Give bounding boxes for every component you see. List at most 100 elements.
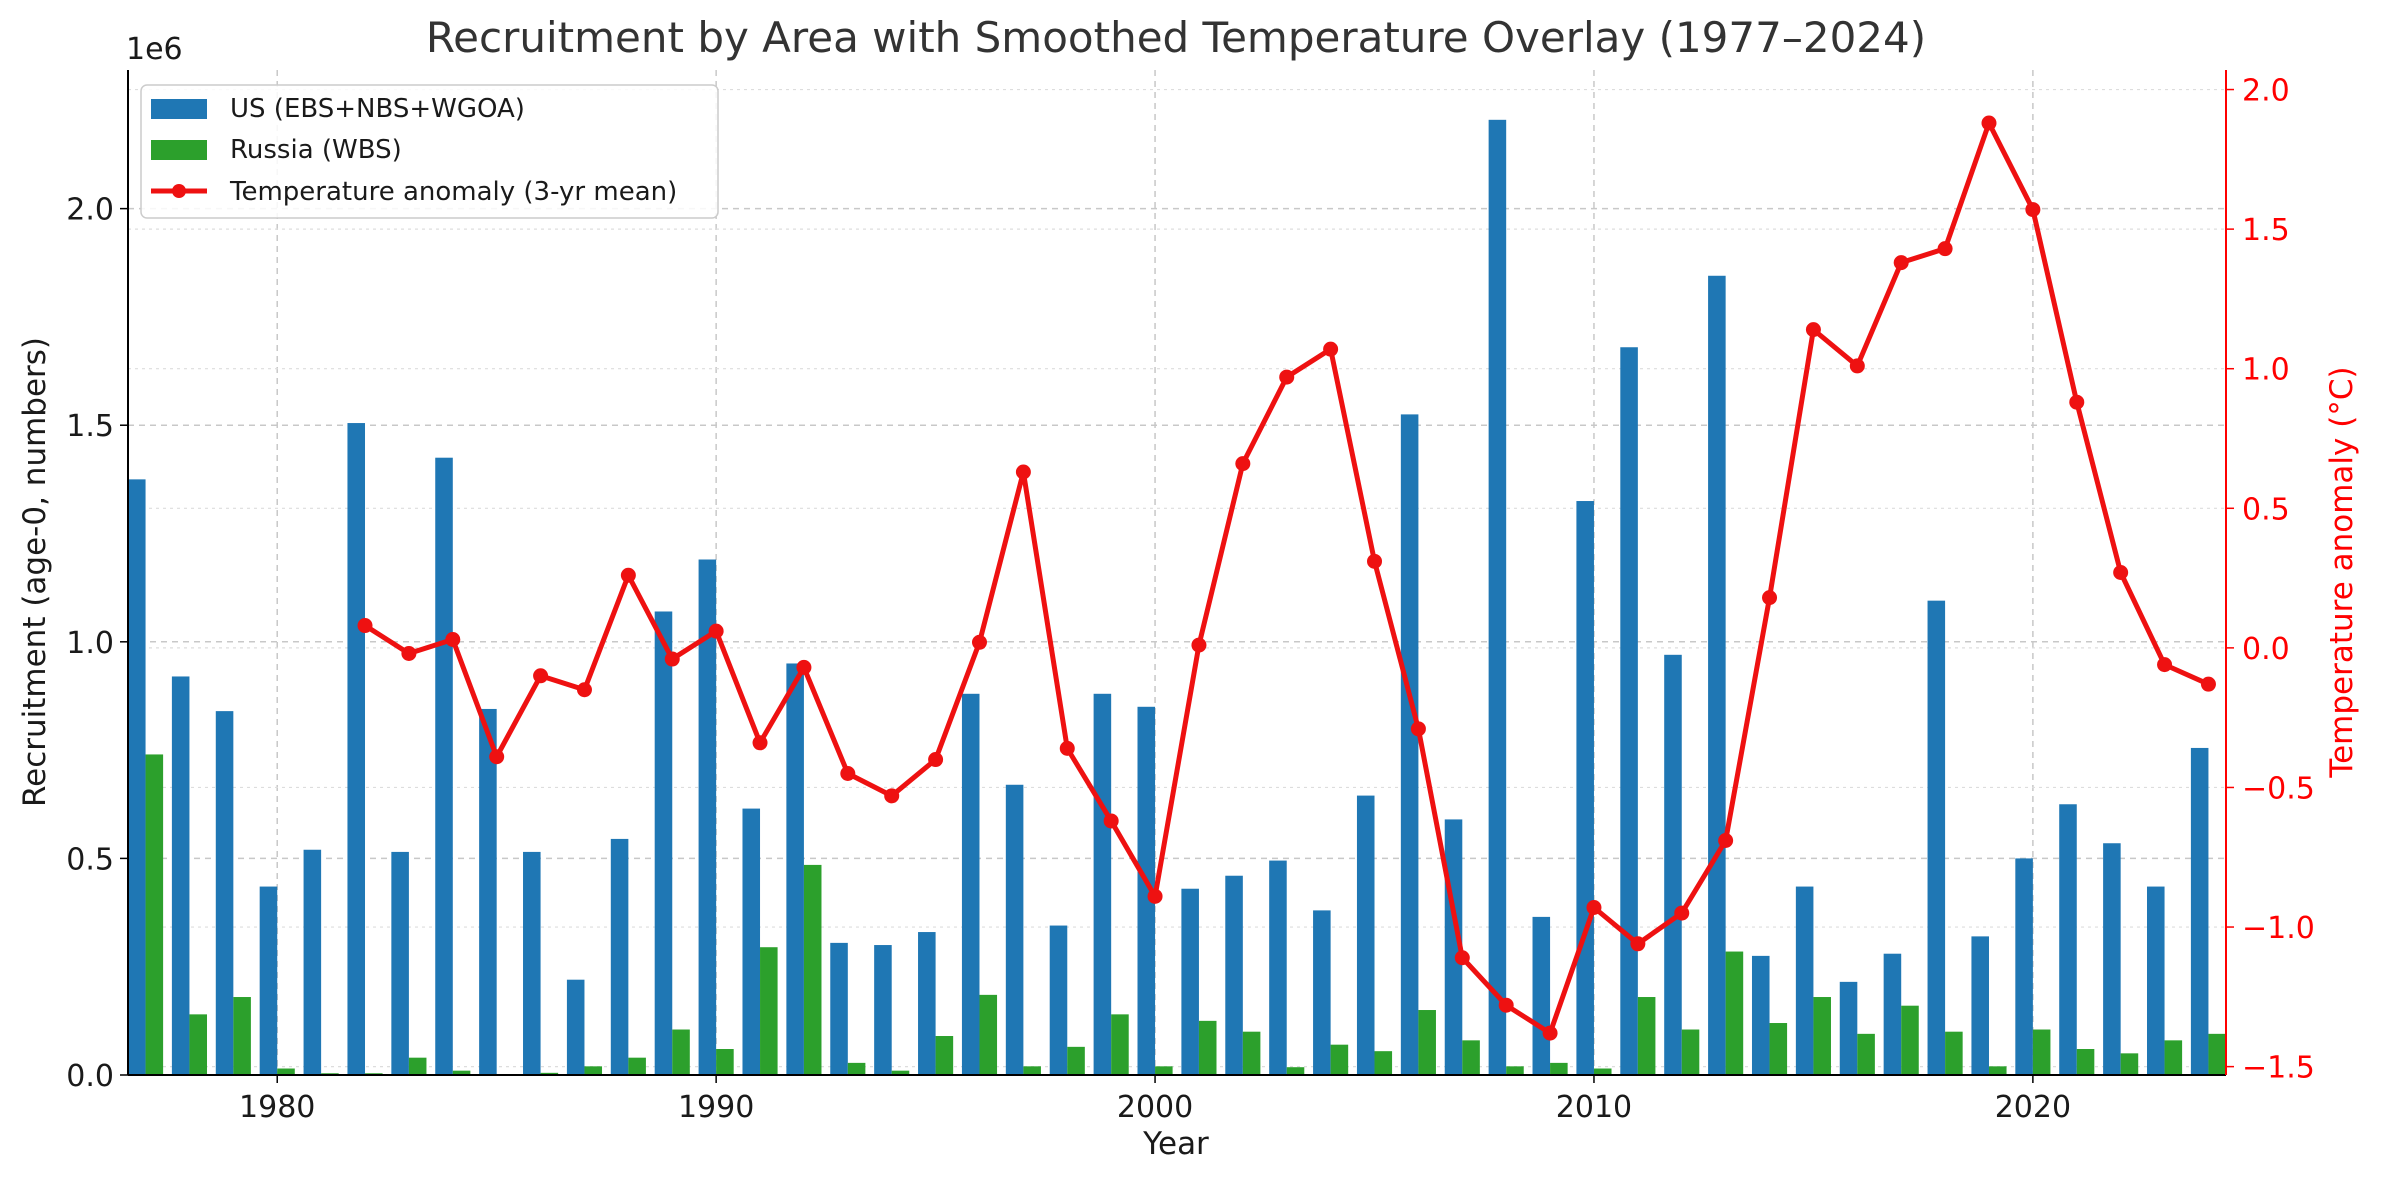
bar-us-1980 — [259, 886, 278, 1075]
temperature-point-1983 — [401, 645, 417, 661]
temperature-point-2016 — [1849, 358, 1865, 374]
bar-us-2003 — [1269, 860, 1287, 1075]
bar-us-1984 — [435, 457, 453, 1076]
bar-us-2011 — [1620, 347, 1638, 1075]
bar-us-2004 — [1313, 910, 1331, 1075]
x-axis-ticks: 1980 1990 2000 2010 2020 — [239, 1075, 2071, 1125]
bar-russia-1979 — [233, 997, 251, 1075]
bar-us-2005 — [1356, 795, 1375, 1075]
legend: US (EBS+NBS+WGOA) Russia (WBS) Temperatu… — [140, 84, 719, 219]
temperature-point-1996 — [971, 634, 987, 650]
bar-russia-2001 — [1198, 1020, 1217, 1075]
temperature-point-1984 — [445, 632, 461, 647]
bar-russia-2005 — [1374, 1051, 1393, 1075]
y2-tick-label: 2.0 — [2242, 74, 2290, 109]
legend-swatch-us — [151, 99, 207, 119]
bar-us-1998 — [1049, 925, 1068, 1075]
y-tick-label: 1.0 — [66, 626, 114, 661]
bar-russia-1987 — [584, 1066, 603, 1075]
temperature-point-2015 — [1805, 322, 1821, 338]
bar-us-2014 — [1751, 955, 1770, 1075]
bar-russia-1980 — [277, 1068, 295, 1075]
temperature-point-2021 — [2069, 394, 2085, 410]
temperature-point-2010 — [1586, 900, 1602, 915]
bar-us-1996 — [961, 693, 980, 1075]
x-tick-label: 2000 — [1117, 1090, 1193, 1125]
bar-russia-2008 — [1506, 1066, 1524, 1075]
y2-tick-label: −1.5 — [2242, 1051, 2315, 1086]
temperature-point-2007 — [1454, 950, 1470, 966]
bar-us-1978 — [171, 676, 190, 1075]
bar-russia-2017 — [1901, 1005, 1919, 1075]
temperature-point-1990 — [708, 623, 724, 639]
bar-russia-2022 — [2120, 1053, 2139, 1075]
bar-us-1987 — [566, 979, 585, 1075]
bar-russia-2018 — [1945, 1031, 1963, 1075]
temperature-point-1991 — [752, 735, 768, 751]
legend-label-us: US (EBS+NBS+WGOA) — [230, 94, 525, 124]
bar-us-1983 — [391, 851, 409, 1075]
y-tick-label: 0.5 — [66, 842, 114, 877]
temperature-point-2018 — [1937, 241, 1953, 257]
bar-russia-2003 — [1286, 1067, 1305, 1075]
temperature-point-2011 — [1630, 936, 1646, 952]
bar-us-1994 — [874, 945, 892, 1075]
y-tick-label: 2.0 — [66, 193, 114, 228]
bar-us-1989 — [654, 611, 673, 1075]
legend-label-temperature: Temperature anomaly (3-yr mean) — [229, 177, 677, 207]
y2-tick-label: 0.0 — [2242, 632, 2290, 667]
bar-russia-2023 — [2164, 1040, 2183, 1075]
temperature-point-1997 — [1015, 464, 1031, 480]
bar-us-2019 — [1971, 936, 1989, 1075]
x-axis-label: Year — [1142, 1126, 1209, 1162]
bar-russia-1984 — [452, 1070, 471, 1075]
bar-russia-1991 — [760, 947, 778, 1075]
temperature-point-2008 — [1498, 997, 1514, 1013]
y-tick-label: 1.5 — [66, 409, 114, 444]
bar-russia-1997 — [1023, 1066, 1041, 1075]
bar-russia-2012 — [1681, 1029, 1700, 1075]
y-axis-label: Recruitment (age-0, numbers) — [17, 337, 53, 807]
bar-russia-2024 — [2208, 1033, 2226, 1075]
bar-us-2023 — [2146, 886, 2165, 1075]
bar-us-1995 — [918, 932, 936, 1075]
bar-us-2006 — [1400, 414, 1419, 1076]
temperature-point-2019 — [1981, 115, 1997, 131]
bar-russia-1998 — [1067, 1046, 1085, 1075]
y2-tick-label: 0.5 — [2242, 492, 2290, 527]
bar-russia-2002 — [1242, 1031, 1261, 1075]
bar-us-2000 — [1137, 706, 1156, 1075]
bar-us-1979 — [215, 711, 234, 1075]
bar-us-1985 — [479, 708, 497, 1075]
bar-russia-2004 — [1330, 1044, 1349, 1075]
bar-us-1977 — [128, 479, 146, 1075]
temperature-point-2006 — [1410, 721, 1426, 737]
bar-russia-2010 — [1593, 1068, 1612, 1075]
bar-us-2020 — [2015, 858, 2033, 1075]
bar-russia-2014 — [1769, 1023, 1788, 1075]
bar-russia-1983 — [408, 1057, 427, 1075]
bar-us-2016 — [1839, 981, 1858, 1075]
temperature-point-1989 — [664, 651, 680, 667]
bar-us-1999 — [1093, 693, 1112, 1075]
temperature-point-1998 — [1059, 740, 1075, 756]
bar-us-1988 — [610, 838, 629, 1075]
temperature-point-1987 — [576, 682, 592, 698]
bar-us-2021 — [2059, 804, 2077, 1075]
bar-us-1986 — [523, 851, 541, 1075]
bar-russia-2011 — [1637, 997, 1656, 1075]
bar-us-2017 — [1883, 953, 1902, 1075]
temperature-point-2002 — [1235, 456, 1251, 472]
bar-us-2024 — [2190, 747, 2209, 1075]
bar-us-2002 — [1225, 875, 1243, 1075]
bar-russia-2021 — [2076, 1049, 2095, 1075]
legend-box — [140, 84, 719, 219]
bar-us-2013 — [1708, 275, 1726, 1075]
temperature-point-1988 — [620, 567, 636, 583]
bar-russia-2019 — [1988, 1066, 2007, 1075]
y2-axis-label: Temperature anomaly (°C) — [2324, 366, 2360, 778]
temperature-point-2005 — [1367, 553, 1383, 569]
bar-russia-2000 — [1155, 1066, 1173, 1075]
bar-us-2009 — [1532, 916, 1551, 1075]
